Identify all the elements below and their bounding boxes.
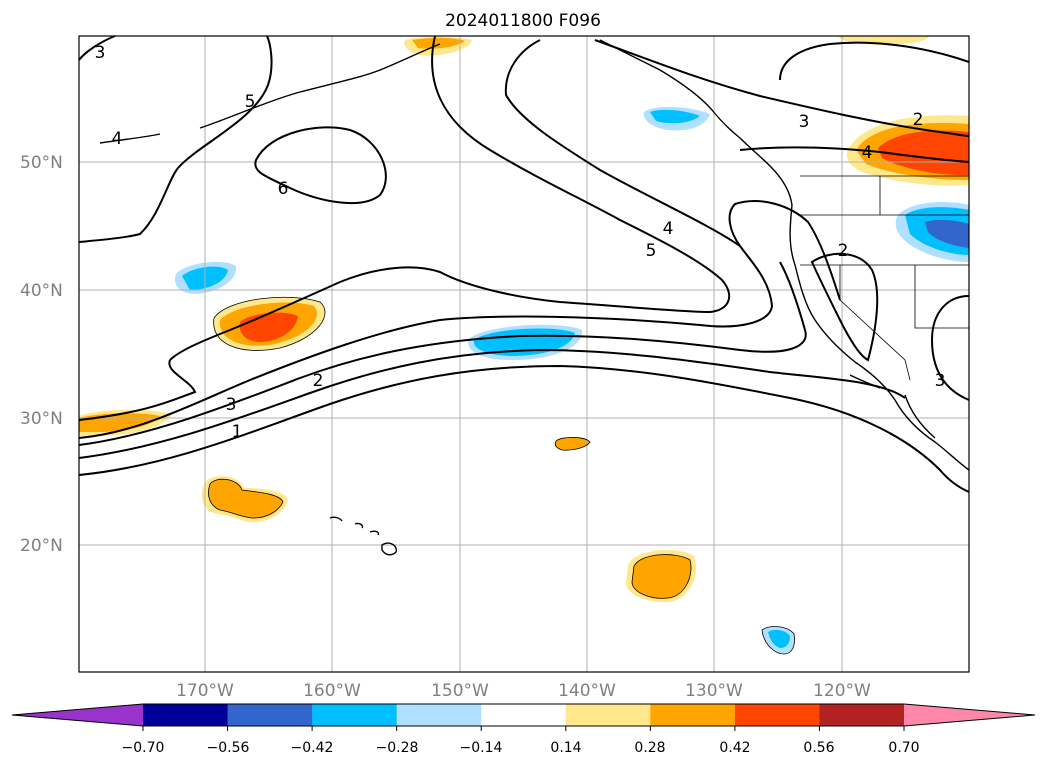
grid-lines — [79, 36, 969, 672]
height-contours — [78, 35, 970, 493]
colorbar-tick-label: −0.56 — [207, 740, 250, 756]
colorbar-extension-low — [12, 704, 143, 726]
lon-label-150w: 150°W — [431, 681, 489, 701]
lon-label-170w: 170°W — [176, 681, 234, 701]
lat-label-50n: 50°N — [20, 153, 63, 173]
contour-label: 6 — [278, 179, 289, 199]
outline-167w — [208, 478, 284, 519]
state-borders — [800, 175, 969, 381]
positive-anomaly-135w-core — [632, 554, 692, 599]
contour-2 — [78, 348, 906, 459]
aleutian-coast — [99, 43, 441, 144]
outline-140w — [554, 436, 591, 451]
lon-label-120w: 120°W — [813, 681, 871, 701]
negative-anomaly-oregon-core — [925, 219, 969, 248]
colorbar-tick-label: 0.70 — [888, 740, 919, 756]
colorbar-segment — [312, 704, 398, 726]
colorbar-ticks — [142, 726, 905, 731]
contour-3-ne — [594, 39, 970, 137]
contour-label: 5 — [646, 241, 657, 261]
positive-anomaly-140w — [555, 437, 590, 451]
contour-label: 2 — [913, 110, 924, 130]
lon-label-140w: 140°W — [558, 681, 616, 701]
colorbar-tick-label: −0.28 — [376, 740, 419, 756]
coastlines — [99, 39, 970, 556]
colorbar-tick-label: 0.42 — [719, 740, 750, 756]
contour-2-ne — [739, 146, 970, 163]
contour-label: 3 — [935, 371, 946, 391]
contour-label: 2 — [838, 241, 849, 261]
colorbar: −0.70 −0.56 −0.42 −0.28 −0.14 0.14 0.28 … — [11, 703, 1036, 756]
contour-1 — [78, 364, 970, 493]
border-lines — [800, 175, 969, 381]
lat-label-30n: 30°N — [20, 409, 63, 429]
contour-label: 4 — [862, 143, 873, 163]
contour-3-southeast — [930, 295, 970, 401]
lat-label-20n: 20°N — [20, 536, 63, 556]
lon-label-130w: 130°W — [685, 681, 743, 701]
colorbar-segment — [227, 704, 313, 726]
colorbar-tick-label: 0.28 — [634, 740, 665, 756]
contour-4-north — [504, 39, 741, 247]
lat-label-40n: 40°N — [20, 281, 63, 301]
colorbar-tick-labels: −0.70 −0.56 −0.42 −0.28 −0.14 0.14 0.28 … — [122, 740, 920, 756]
contour-3-topleft — [78, 35, 116, 61]
map-panel: 3 4 5 6 5 4 3 2 4 2 3 3 2 1 — [78, 35, 970, 673]
anomaly-outlines — [208, 296, 795, 655]
lon-label-160w: 160°W — [303, 681, 361, 701]
us-west-coast — [789, 204, 970, 471]
contour-4-west — [78, 35, 273, 243]
latitude-labels: 50°N 40°N 30°N 20°N — [20, 153, 63, 556]
alaska-bc-coast — [599, 39, 793, 206]
contour-5-tail — [78, 359, 197, 421]
colorbar-segments — [12, 704, 1035, 726]
contour-label: 3 — [226, 395, 237, 415]
colorbar-tick-label: 0.14 — [550, 740, 581, 756]
map-title: 2024011800 F096 — [445, 11, 601, 31]
outline-165w — [213, 296, 326, 351]
outline-125w — [761, 626, 795, 655]
colorbar-tick-label: −0.14 — [460, 740, 503, 756]
contour-4 — [78, 200, 841, 439]
colorbar-segment — [734, 704, 820, 726]
contour-label: 4 — [663, 219, 674, 239]
outline-135w — [631, 554, 692, 599]
contour-label: 3 — [799, 112, 810, 132]
colorbar-segment — [143, 704, 229, 726]
colorbar-extension-high — [904, 704, 1035, 726]
colorbar-segment — [481, 704, 567, 726]
contour-5 — [169, 35, 731, 361]
positive-anomaly-167w-core — [208, 479, 283, 518]
contour-label: 4 — [112, 129, 123, 149]
contour-label: 2 — [313, 371, 324, 391]
colorbar-segment — [819, 704, 905, 726]
positive-anomaly-pnw-core — [878, 130, 969, 176]
contour-label: 1 — [232, 422, 243, 442]
shaded-anomalies — [79, 36, 969, 654]
negative-anomaly-125w-core — [768, 629, 790, 648]
colorbar-segment — [565, 704, 651, 726]
negative-anomaly-alaska-core — [650, 109, 700, 124]
longitude-labels: 170°W 160°W 150°W 140°W 130°W 120°W — [176, 681, 871, 701]
contour-labels: 3 4 5 6 5 4 3 2 4 2 3 3 2 1 — [95, 43, 946, 442]
positive-anomaly-aleutian-core — [412, 37, 465, 49]
contour-label: 3 — [95, 43, 106, 63]
contour-3-ne-top — [779, 41, 970, 81]
contour-label: 5 — [245, 92, 256, 112]
colorbar-tick-label: −0.42 — [291, 740, 334, 756]
colorbar-segment — [650, 704, 736, 726]
hawaii-islands — [329, 516, 397, 556]
contour-6 — [254, 126, 387, 205]
colorbar-segment — [396, 704, 482, 726]
contour-3 — [78, 261, 807, 446]
colorbar-tick-label: −0.70 — [122, 740, 165, 756]
map-frame — [78, 35, 970, 673]
colorbar-tick-label: 0.56 — [803, 740, 834, 756]
contour-2-cal — [810, 252, 879, 362]
